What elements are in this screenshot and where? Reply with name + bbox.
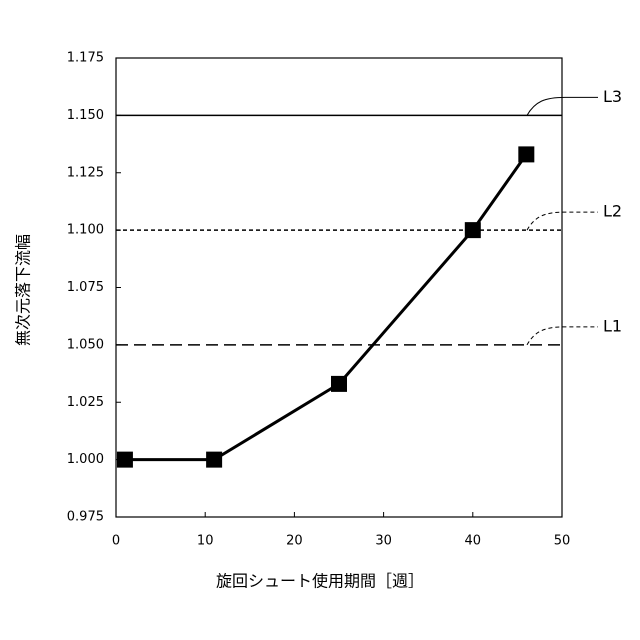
data-point	[206, 452, 222, 468]
y-tick-label: 1.175	[67, 51, 104, 66]
y-tick-label: 0.975	[67, 510, 104, 525]
x-tick-label: 50	[554, 534, 571, 549]
y-tick-label: 1.150	[67, 108, 104, 123]
y-tick-label: 1.025	[67, 395, 104, 410]
data-line	[125, 154, 526, 459]
x-tick-label: 10	[197, 534, 214, 549]
reference-label: L1	[603, 316, 622, 335]
y-tick-label: 1.100	[67, 223, 104, 238]
plot-frame	[116, 58, 562, 517]
x-tick-label: 20	[286, 534, 303, 549]
x-axis-title: 旋回シュート使用期間［週］	[216, 572, 424, 591]
y-tick-label: 1.000	[67, 452, 104, 467]
chart: 旋回シュート使用期間［週］ 無次元落下流幅 0.975 1.000 1.025 1.0…	[0, 0, 640, 640]
y-tick-label: 1.075	[67, 280, 104, 295]
data-point	[331, 376, 347, 392]
y-tick-label: 1.125	[67, 165, 104, 180]
data-point	[117, 452, 133, 468]
reference-label: L3	[603, 87, 622, 106]
x-tick-label: 30	[375, 534, 392, 549]
reference-label: L2	[603, 202, 622, 221]
y-axis-title: 無次元落下流幅	[14, 234, 33, 346]
data-point	[465, 222, 481, 238]
x-tick-label: 0	[112, 534, 120, 549]
y-tick-label: 1.050	[67, 337, 104, 352]
data-point	[518, 146, 534, 162]
x-tick-label: 40	[465, 534, 482, 549]
